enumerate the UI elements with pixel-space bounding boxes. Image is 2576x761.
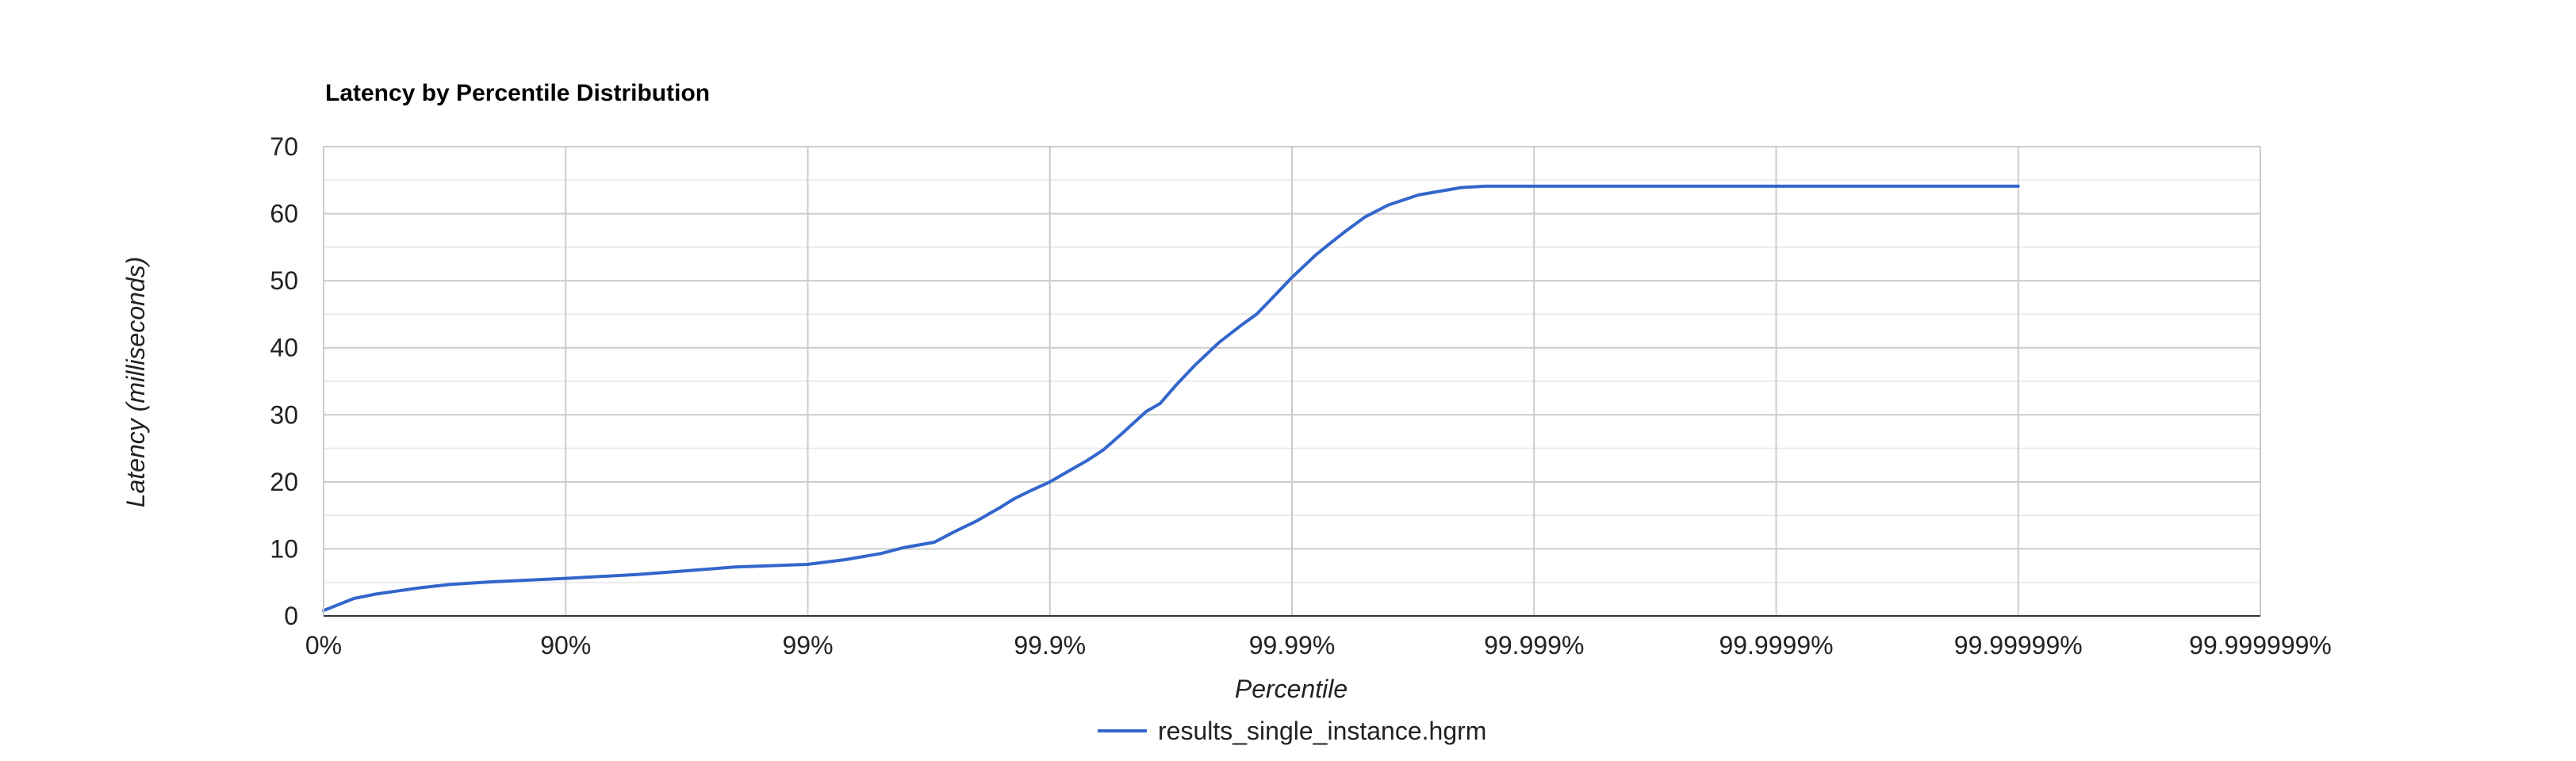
x-tick-label: 90% — [540, 631, 591, 660]
x-tick-label: 0% — [305, 631, 342, 660]
major-gridlines — [324, 146, 2261, 616]
legend: results_single_instance.hgrm — [1098, 717, 1486, 745]
axis-layer — [323, 147, 2260, 617]
y-tick-label: 50 — [270, 266, 298, 295]
y-tick-label: 20 — [270, 468, 298, 496]
x-tick-label: 99.99% — [1249, 631, 1336, 660]
y-axis-title: Latency (milliseconds) — [121, 257, 150, 508]
series-line — [322, 184, 2020, 613]
chart-title: Latency by Percentile Distribution — [325, 80, 710, 106]
x-tick-label: 99.9% — [1014, 631, 1086, 660]
y-tick-label: 30 — [270, 400, 298, 429]
x-tick-label: 99.9999% — [1719, 631, 1833, 660]
y-tick-label: 10 — [270, 534, 298, 563]
x-tick-label: 99.99999% — [1954, 631, 2083, 660]
x-tick-labels: 0% 90% 99% 99.9% 99.99% 99.999% 99.9999% 99.999… — [305, 631, 2332, 660]
x-axis-title: Percentile — [1235, 675, 1347, 703]
series-layer — [322, 184, 2020, 613]
legend-label: results_single_instance.hgrm — [1158, 717, 1486, 745]
y-tick-labels: 0 10 20 30 40 50 60 70 — [270, 132, 298, 630]
x-tick-label: 99.999999% — [2189, 631, 2332, 660]
x-tick-label: 99% — [782, 631, 833, 660]
x-tick-label: 99.999% — [1484, 631, 1584, 660]
y-tick-label: 70 — [270, 132, 298, 161]
y-tick-label: 60 — [270, 200, 298, 228]
y-tick-label: 40 — [270, 334, 298, 362]
y-tick-label: 0 — [284, 602, 298, 630]
